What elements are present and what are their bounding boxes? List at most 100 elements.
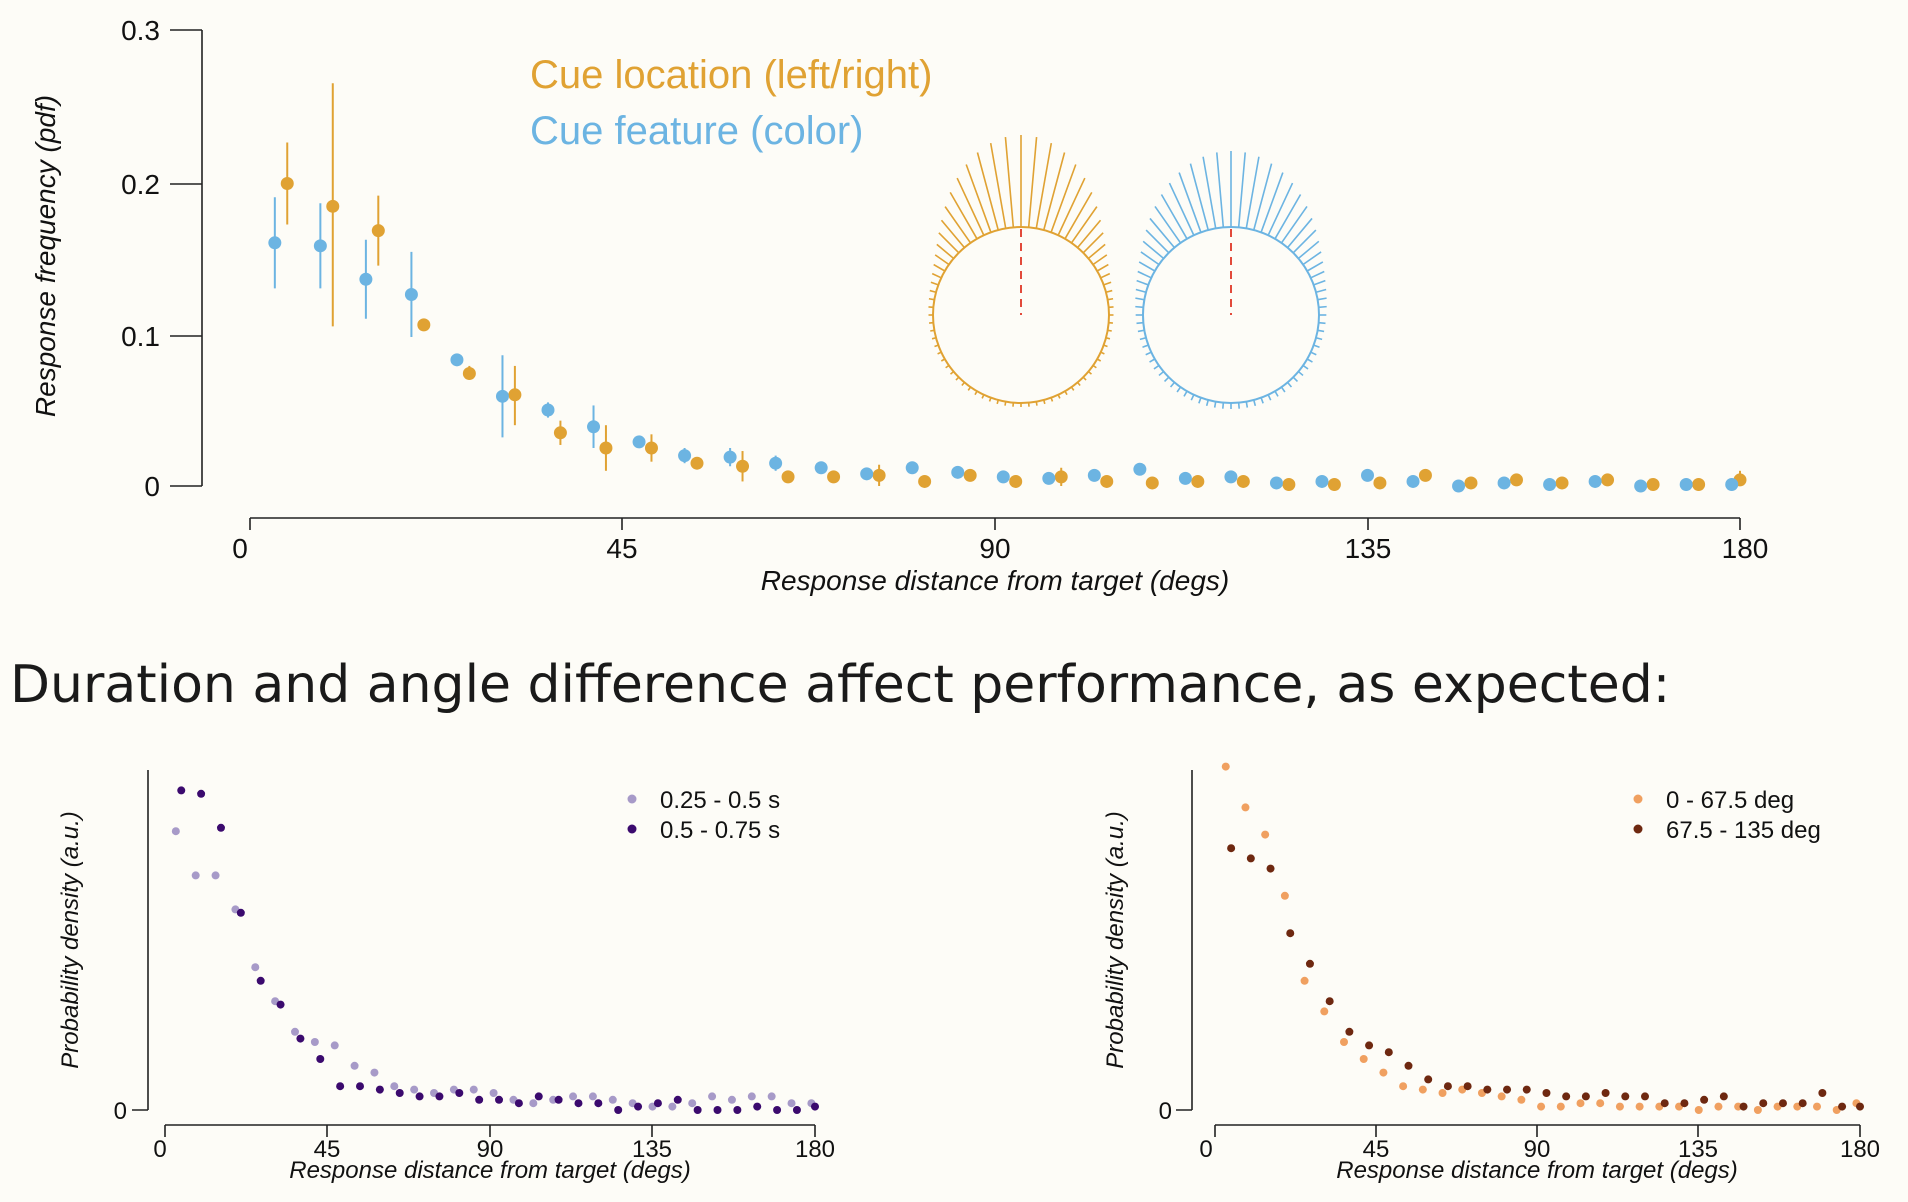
inset-location-spoke-64 (940, 219, 966, 249)
inset-feature-spoke-53 (1136, 321, 1144, 325)
main-point-s0-23 (1327, 477, 1341, 491)
inset-cue-location-radial (928, 135, 1114, 407)
angle-y-axis (1176, 770, 1193, 1111)
inset-feature-spoke-68 (1178, 172, 1202, 233)
duration-point-s1-13 (435, 1092, 444, 1101)
duration-point-s1-1 (197, 789, 206, 798)
duration-point-s1-30 (773, 1106, 782, 1114)
duration-point-s0-18 (529, 1099, 538, 1108)
main-point-s1-20 (1178, 471, 1192, 485)
angle-point-s0-7 (1359, 1055, 1368, 1063)
angle-point-s1-24 (1700, 1095, 1709, 1104)
main-point-s1-15 (951, 465, 965, 479)
inset-feature-spoke-64 (1149, 217, 1176, 249)
angle-point-s0-21 (1635, 1102, 1644, 1111)
angle-point-s1-15 (1522, 1085, 1531, 1094)
main-point-s1-32 (1725, 477, 1739, 491)
angle-point-s1-14 (1503, 1085, 1512, 1094)
inset-location-spoke-25 (1092, 364, 1097, 369)
main-point-s0-16 (1009, 474, 1023, 488)
inset-location-spoke-39 (996, 399, 999, 405)
duration-point-s0-25 (668, 1102, 677, 1111)
inset-feature-spoke-15 (1315, 288, 1327, 293)
duration-xtick-90: 90 (477, 1136, 504, 1163)
inset-location-spoke-24 (1096, 358, 1102, 362)
duration-point-s1-15 (475, 1095, 484, 1104)
inset-feature-spoke-28 (1286, 381, 1293, 388)
inset-location-spoke-48 (940, 358, 946, 362)
inset-location-spoke-1 (1027, 137, 1038, 228)
main-point-s0-30 (1646, 477, 1660, 491)
angle-xtick-0: 0 (1199, 1136, 1212, 1163)
angle-point-s0-0 (1221, 762, 1230, 771)
duration-point-s1-25 (673, 1095, 682, 1104)
inset-feature-spoke-2 (1245, 156, 1260, 229)
duration-y-label: Probability density (a.u.) (57, 811, 84, 1068)
inset-feature-spoke-51 (1139, 337, 1147, 341)
inset-feature-spoke-10 (1297, 240, 1320, 260)
inset-location-spoke-49 (937, 351, 942, 355)
main-point-s0-24 (1373, 476, 1387, 490)
main-point-s1-13 (860, 467, 874, 481)
duration-y-axis (132, 770, 149, 1111)
duration-point-s1-6 (296, 1034, 305, 1043)
main-point-s0-13 (872, 468, 886, 482)
angle-point-s0-1 (1241, 803, 1250, 812)
angle-point-s1-27 (1759, 1099, 1768, 1108)
main-point-s0-1 (326, 199, 340, 213)
main-point-s1-19 (1133, 462, 1147, 476)
main-point-s1-18 (1087, 468, 1101, 482)
inset-feature-spoke-44 (1169, 381, 1176, 388)
main-point-s0-8 (644, 441, 658, 455)
inset-feature-spoke-38 (1213, 401, 1217, 408)
angle-point-s1-4 (1305, 959, 1314, 968)
inset-feature-spoke-59 (1137, 270, 1152, 279)
inset-feature-spoke-11 (1302, 251, 1322, 266)
angle-ytick-0: 0 (1159, 1098, 1172, 1125)
duration-point-s1-11 (395, 1089, 404, 1097)
inset-location-spoke-11 (1092, 254, 1108, 266)
main-xtick-135: 135 (1345, 533, 1392, 564)
inset-feature-spoke-70 (1202, 156, 1217, 229)
main-point-s1-0 (268, 236, 282, 250)
inset-feature-spoke-24 (1306, 358, 1313, 363)
angle-y-label: Probability density (a.u.) (1102, 811, 1129, 1068)
main-point-s1-26 (1452, 479, 1466, 493)
inset-location-spoke-32 (1050, 397, 1054, 402)
inset-feature-spoke-16 (1317, 297, 1327, 301)
main-point-s0-17 (1054, 470, 1068, 484)
duration-point-s0-9 (350, 1061, 359, 1070)
inset-location-spoke-30 (1064, 390, 1068, 396)
inset-location-spoke-68 (965, 164, 992, 233)
angle-point-s1-6 (1345, 1027, 1354, 1036)
duration-point-s1-32 (811, 1102, 819, 1111)
inset-location-spoke-69 (976, 152, 999, 231)
inset-location-spoke-8 (1076, 219, 1102, 249)
main-point-s1-11 (769, 456, 783, 470)
inset-feature-spoke-35 (1237, 402, 1240, 409)
main-point-s1-4 (450, 353, 464, 367)
inset-location-spoke-6 (1064, 191, 1093, 240)
main-chart: 0.3 0.2 0.1 0 0 45 90 135 180 Response d… (30, 15, 1768, 596)
duration-point-s0-26 (688, 1099, 697, 1108)
duration-point-s0-6 (291, 1027, 299, 1036)
inset-feature-spoke-43 (1176, 386, 1182, 393)
main-point-s0-7 (599, 441, 613, 455)
inset-feature-spoke-65 (1154, 206, 1182, 244)
angle-point-s0-18 (1576, 1099, 1585, 1108)
angle-point-s1-25 (1719, 1092, 1728, 1101)
duration-point-s0-4 (251, 963, 260, 972)
inset-location-spoke-63 (938, 232, 960, 254)
duration-point-s0-7 (310, 1038, 319, 1046)
inset-feature-spoke-33 (1253, 399, 1257, 407)
main-marks (268, 83, 1747, 493)
duration-point-s1-0 (177, 786, 186, 795)
inset-location-spoke-13 (1100, 272, 1111, 279)
angle-point-s0-2 (1261, 830, 1270, 839)
main-point-s1-3 (404, 287, 418, 301)
angle-point-s0-27 (1753, 1106, 1762, 1114)
inset-location-spoke-21 (1105, 337, 1111, 340)
inset-feature-spoke-61 (1140, 251, 1160, 266)
angle-point-s0-9 (1399, 1082, 1408, 1091)
